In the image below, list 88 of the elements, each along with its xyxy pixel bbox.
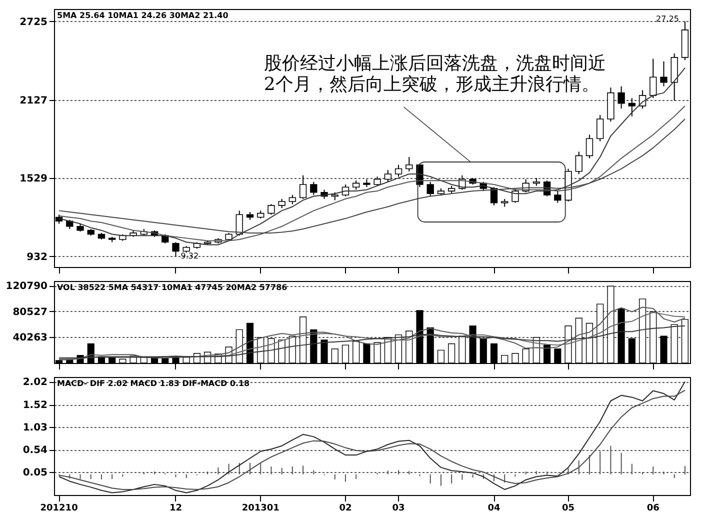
y-tick-label: 1.03 (22, 422, 48, 434)
x-tick-label: 12 (169, 504, 182, 514)
candlestick (512, 188, 519, 204)
bar (480, 338, 487, 364)
bar (331, 348, 338, 364)
bar (288, 336, 296, 364)
annotation: 27.25 (656, 14, 679, 24)
candlestick (394, 164, 402, 178)
annotation: 5MA 25.64 10MA1 24.26 30MA2 21.40 (57, 11, 229, 20)
candlestick (575, 151, 582, 175)
candlestick (406, 156, 413, 172)
bar (352, 340, 360, 364)
bar (544, 344, 551, 364)
y-tick-label: 80527 (12, 306, 48, 318)
bar (512, 353, 519, 364)
candlestick (650, 58, 657, 99)
y-tick-label: 1529 (20, 174, 48, 185)
bar (320, 340, 328, 364)
candlestick (426, 181, 434, 197)
annotation: MACD- DIF 2.02 MACD 1.83 DIF-MACD 0.18 (57, 379, 250, 388)
y-tick-label: 1.52 (22, 400, 48, 412)
bar (310, 329, 318, 364)
bar (638, 298, 646, 364)
bar (300, 316, 307, 364)
bar (448, 343, 456, 364)
bar (469, 325, 476, 364)
bar (108, 358, 116, 364)
x-tick-label: 05 (562, 504, 575, 514)
candlestick (586, 134, 594, 159)
bar (596, 304, 604, 364)
bar (554, 348, 562, 364)
y-tick-label: 2.02 (22, 377, 48, 388)
bar (628, 338, 636, 364)
bar (575, 318, 582, 364)
candlestick (236, 210, 243, 236)
y-tick-label: 932 (26, 252, 48, 263)
candlestick (554, 190, 562, 204)
y-tick-label: 120790 (6, 281, 48, 292)
bar (268, 338, 275, 364)
bar (278, 340, 286, 364)
bar (236, 329, 243, 364)
candlestick (299, 174, 307, 200)
bar (670, 324, 678, 364)
bar (618, 308, 625, 364)
candlestick (172, 242, 180, 257)
y-tick-label: 0.05 (22, 468, 48, 479)
candlestick (618, 86, 625, 110)
bar (182, 356, 190, 364)
bar (607, 286, 614, 364)
candlestick (268, 204, 275, 216)
x-tick-label: 06 (646, 504, 660, 514)
candlestick (352, 180, 360, 190)
bar (660, 336, 668, 364)
candlestick (278, 198, 286, 209)
bar (246, 322, 254, 364)
line-series (58, 118, 686, 234)
annotation: 9.32 (180, 251, 199, 260)
annotation: VOL 38522 5MA 54317 10MA1 47745 20MA2 57786 (57, 283, 288, 292)
y-tick-label: 2725 (20, 16, 48, 28)
bar (437, 350, 444, 364)
x-tick-label: 201210 (40, 504, 78, 514)
line-series (58, 325, 686, 358)
bar (426, 327, 434, 364)
bar (458, 336, 466, 364)
y-tick-label: 0.54 (22, 445, 48, 456)
candlestick (660, 60, 668, 87)
candlestick (596, 114, 604, 142)
candlestick (288, 194, 296, 205)
annotation: 股价经过小幅上涨后回落洗盘，洗盘时间近 2个月，然后向上突破，形成主升浪行情。 (264, 53, 606, 95)
bar (119, 358, 126, 364)
bar (522, 348, 530, 364)
x-tick-label: 04 (488, 504, 500, 514)
bar (586, 322, 594, 364)
y-tick-label: 40263 (12, 332, 48, 344)
candlestick (310, 181, 318, 196)
x-tick-label: 02 (339, 504, 352, 514)
candlestick (374, 176, 381, 186)
y-tick-label: 2127 (20, 95, 48, 106)
bar (162, 358, 169, 364)
x-tick-label: 03 (392, 504, 405, 514)
x-tick-label: 201301 (242, 504, 280, 514)
bar (501, 354, 508, 364)
candlestick (628, 98, 636, 117)
bar (363, 343, 370, 364)
bar (416, 310, 424, 364)
bar (374, 342, 381, 364)
bar (406, 330, 413, 364)
candlestick (384, 170, 392, 182)
